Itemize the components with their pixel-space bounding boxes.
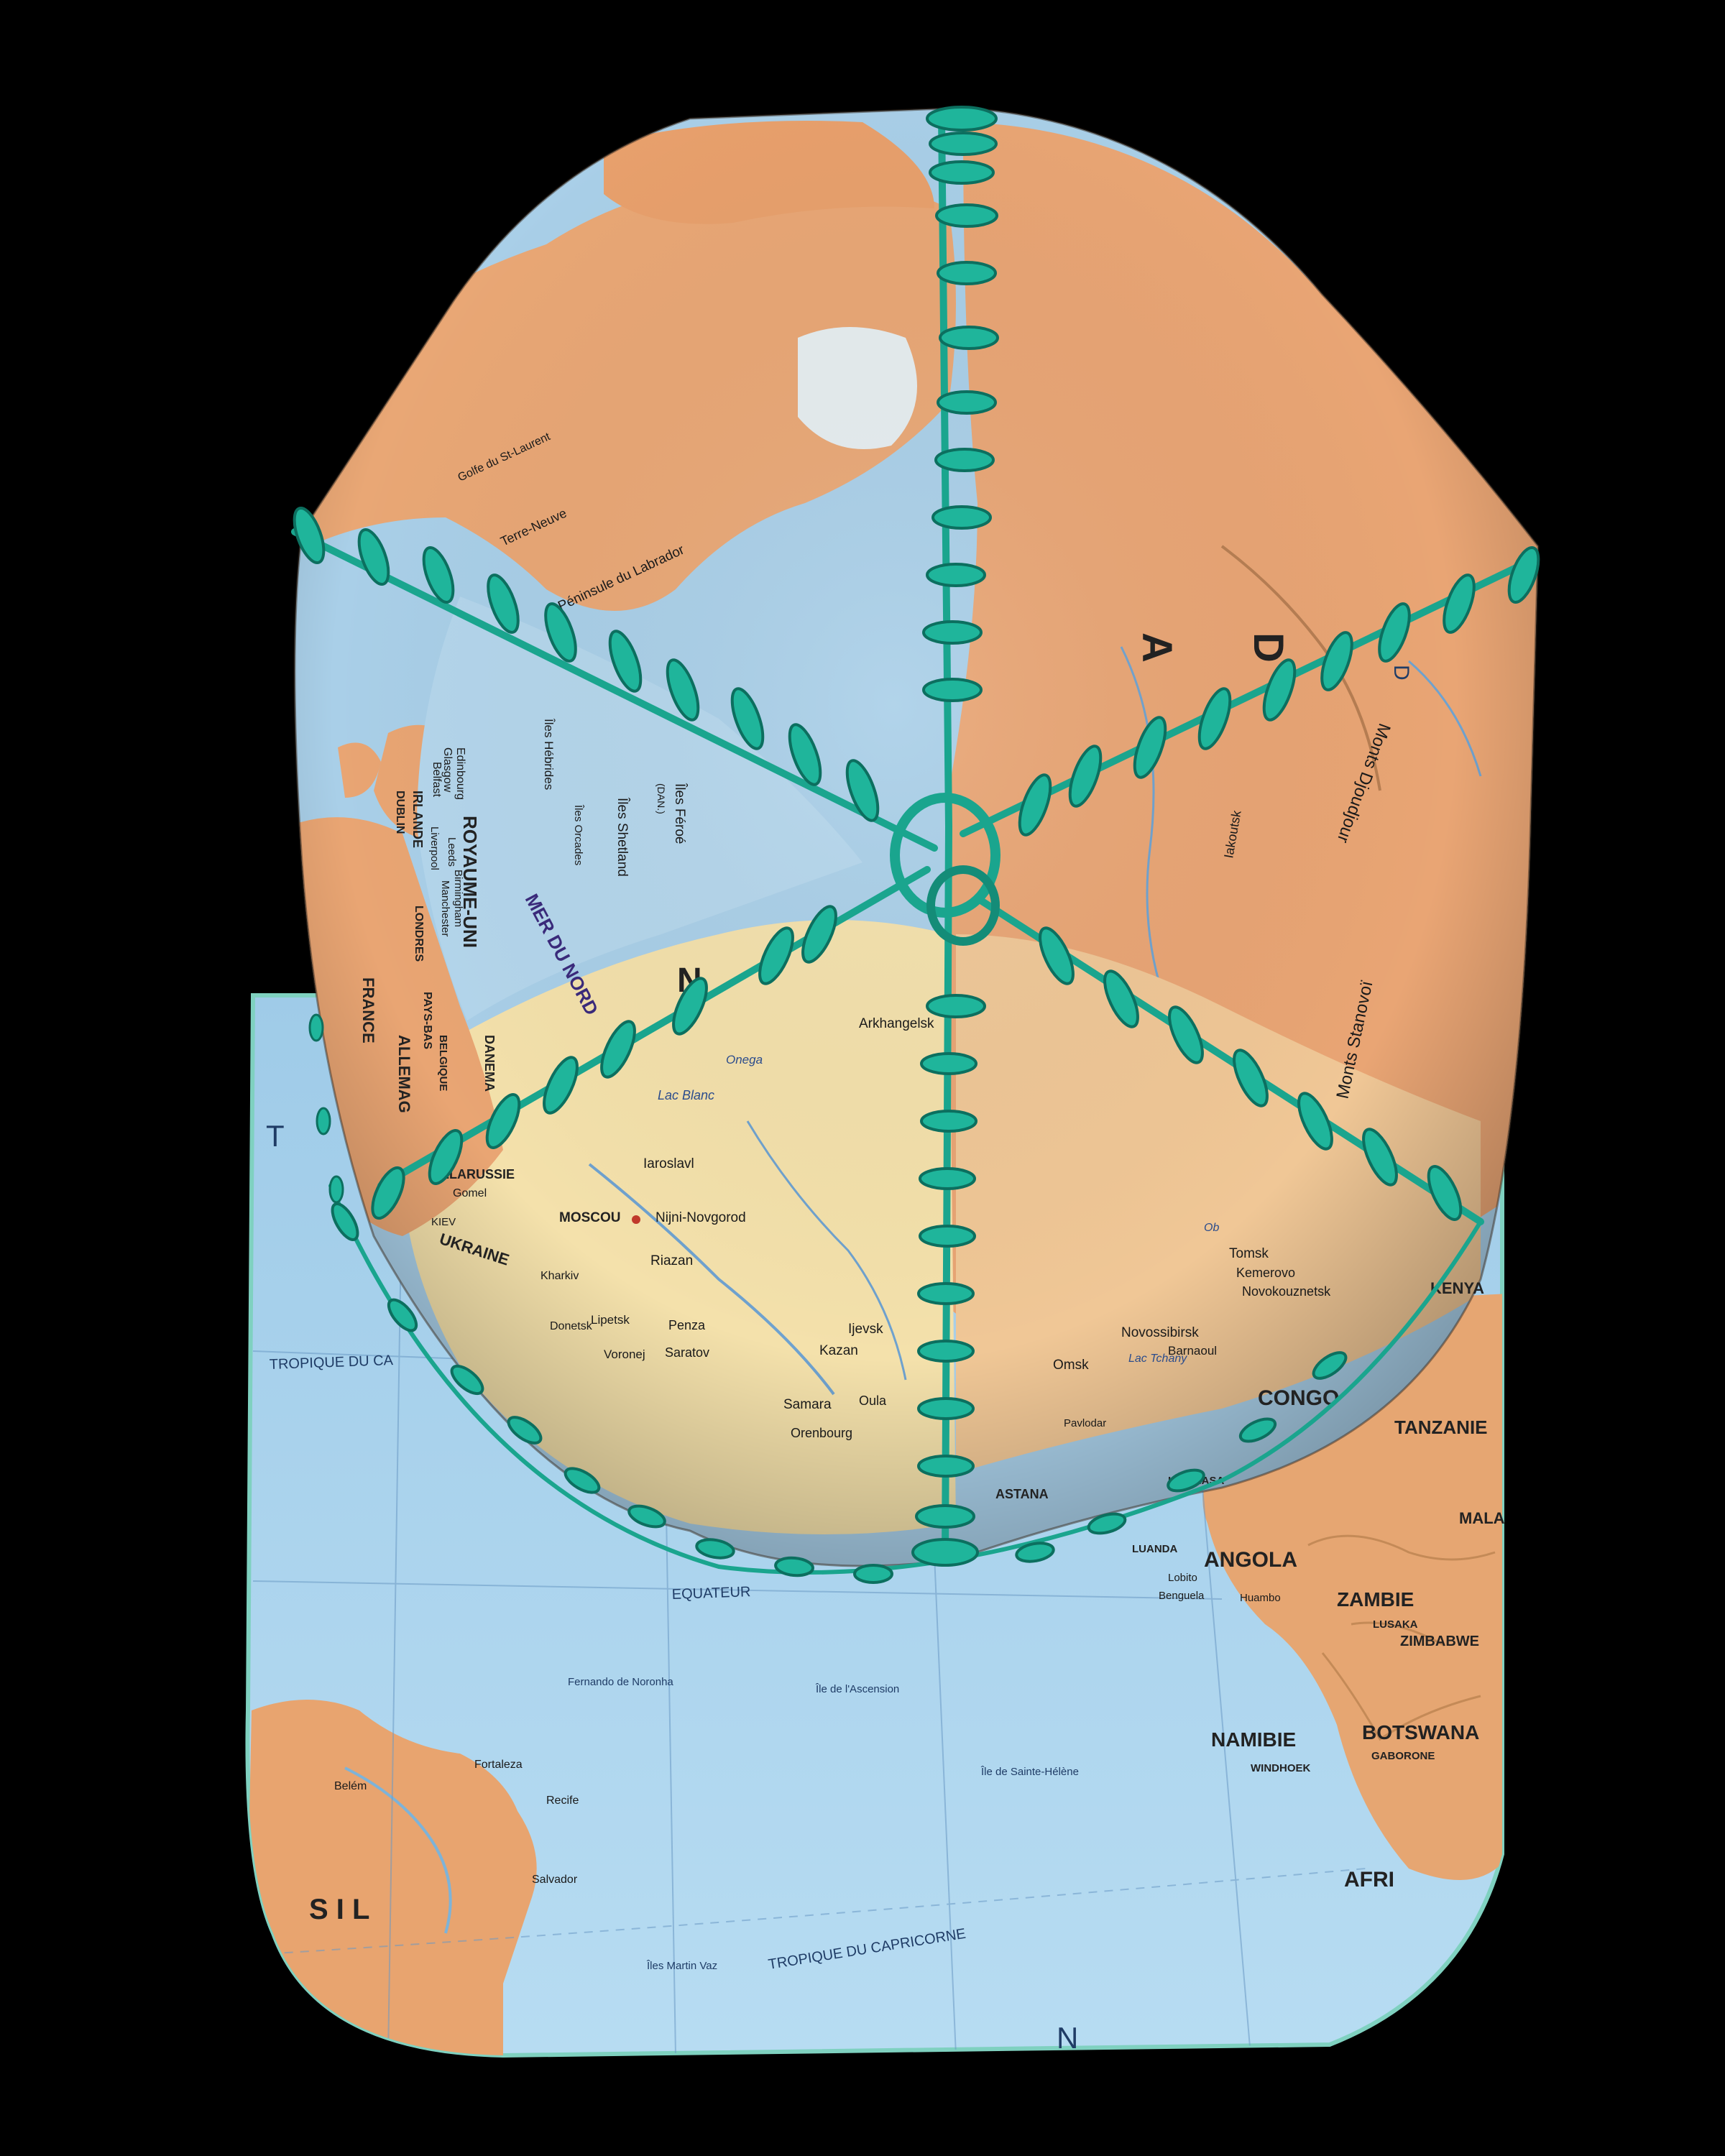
- label-novokouznetsk: Novokouznetsk: [1242, 1284, 1331, 1299]
- label-royaume-uni: ROYAUME-UNI: [459, 816, 481, 948]
- lacing-knot: [890, 793, 1000, 918]
- label-fernando-noronha: Fernando de Noronha: [568, 1676, 673, 1688]
- label-equateur: EQUATEUR: [671, 1584, 750, 1603]
- label-ob: Ob: [1204, 1222, 1219, 1234]
- label-tomsk: Tomsk: [1229, 1246, 1269, 1261]
- label-barnaoul: Barnaoul: [1168, 1344, 1217, 1358]
- seam-brim: [328, 1184, 1483, 1575]
- label-pays-bas: PAYS-BAS: [421, 992, 433, 1049]
- label-mala: MALA: [1459, 1509, 1505, 1527]
- label-penza: Penza: [668, 1318, 706, 1332]
- label-fortaleza: Fortaleza: [474, 1759, 523, 1771]
- label-salvador: Salvador: [532, 1874, 578, 1886]
- label-glasgow: Glasgow: [441, 747, 454, 793]
- label-kemerovo: Kemerovo: [1236, 1266, 1295, 1280]
- label-gomel: Gomel: [453, 1187, 487, 1199]
- label-big-d2: D: [1389, 665, 1413, 681]
- label-dan: (DAN.): [656, 783, 667, 814]
- label-ocean-n: N: [1057, 2021, 1078, 2055]
- label-londres: LONDRES: [413, 906, 425, 962]
- label-iles-shetland: Îles Shetland: [615, 797, 630, 877]
- stitch-loops: [293, 106, 1540, 1584]
- label-iles-feroe: Îles Féroé: [672, 783, 688, 844]
- label-lac-tchany: Lac Tchany: [1128, 1353, 1187, 1365]
- label-namibie: NAMIBIE: [1211, 1728, 1296, 1751]
- label-onega: Onega: [726, 1053, 763, 1067]
- label-dublin: DUBLIN: [394, 791, 406, 834]
- label-recife: Recife: [546, 1795, 579, 1807]
- label-congo: CONGO: [1258, 1386, 1339, 1410]
- label-botswana: BOTSWANA: [1362, 1721, 1479, 1743]
- label-lac-blanc: Lac Blanc: [658, 1088, 714, 1102]
- label-afri: AFRI: [1344, 1868, 1394, 1892]
- lacing: [291, 106, 1540, 1584]
- label-kharkiv: Kharkiv: [540, 1270, 579, 1282]
- label-tanzanie: TANZANIE: [1394, 1416, 1488, 1438]
- label-windhoek: WINDHOEK: [1251, 1762, 1310, 1774]
- seam-upper-right: [960, 557, 1535, 837]
- label-belfast: Belfast: [431, 762, 443, 797]
- label-astana: ASTANA: [995, 1487, 1049, 1501]
- label-ile-ascension: Île de l'Ascension: [815, 1683, 899, 1695]
- label-big-a: A: [1133, 632, 1180, 663]
- label-zimbabwe: ZIMBABWE: [1400, 1634, 1479, 1649]
- label-lusaka: LUSAKA: [1373, 1618, 1418, 1631]
- label-kazan: Kazan: [819, 1343, 858, 1358]
- label-ile-sainte-helene: Île de Sainte-Hélène: [980, 1766, 1079, 1778]
- label-novossibirsk: Novossibirsk: [1121, 1325, 1199, 1340]
- label-nijni-novgorod: Nijni-Novgorod: [656, 1210, 746, 1225]
- dome-outline: [293, 106, 1540, 1567]
- label-ijevsk: Ijevsk: [848, 1322, 883, 1337]
- label-sil: S I L: [309, 1894, 369, 1925]
- label-allemagne: ALLEMAG: [395, 1035, 413, 1113]
- label-belgique: BELGIQUE: [437, 1035, 449, 1091]
- label-big-d: D: [1245, 632, 1292, 663]
- label-lobito: Lobito: [1168, 1572, 1197, 1584]
- label-belem: Belém: [334, 1780, 367, 1792]
- label-edinbourg: Edinbourg: [454, 747, 466, 800]
- label-samara: Samara: [783, 1397, 832, 1412]
- label-iles-hebrides: Îles Hébrides: [542, 718, 556, 790]
- label-oula: Oula: [859, 1393, 887, 1408]
- label-huambo: Huambo: [1240, 1592, 1281, 1604]
- label-pavlodar: Pavlodar: [1064, 1417, 1106, 1429]
- label-voronej: Voronej: [604, 1348, 645, 1361]
- label-france: FRANCE: [359, 977, 377, 1044]
- seam-vertical: [938, 111, 953, 1563]
- label-lipetsk: Lipetsk: [591, 1313, 630, 1327]
- label-donetsk: Donetsk: [550, 1320, 593, 1332]
- label-angola: ANGOLA: [1204, 1548, 1297, 1572]
- label-saratov: Saratov: [665, 1345, 709, 1360]
- label-danemark: DANEMA: [482, 1035, 497, 1092]
- label-irlande: IRLANDE: [410, 791, 425, 848]
- label-iles-orcades: Îles Orcades: [572, 804, 584, 865]
- label-arkhangelsk: Arkhangelsk: [859, 1016, 934, 1031]
- label-iles-martin-vaz: Îles Martin Vaz: [646, 1960, 717, 1972]
- label-birmingham: Birmingham: [452, 870, 464, 927]
- label-luanda: LUANDA: [1132, 1543, 1177, 1555]
- label-kiev: KIEV: [431, 1216, 456, 1228]
- label-moscou: MOSCOU: [559, 1210, 621, 1225]
- label-gaborone: GABORONE: [1371, 1750, 1435, 1762]
- label-zambie: ZAMBIE: [1337, 1588, 1414, 1611]
- label-liverpool: Liverpool: [428, 826, 441, 870]
- label-leeds: Leeds: [446, 837, 458, 867]
- label-ocean-t: T: [266, 1119, 285, 1153]
- seam-upper-left: [291, 528, 938, 852]
- label-benguela: Benguela: [1159, 1590, 1205, 1602]
- label-iaroslavl: Iaroslavl: [643, 1156, 694, 1171]
- label-riazan: Riazan: [650, 1253, 693, 1268]
- label-manchester: Manchester: [439, 880, 451, 936]
- label-orenbourg: Orenbourg: [791, 1426, 852, 1440]
- label-omsk: Omsk: [1053, 1358, 1089, 1373]
